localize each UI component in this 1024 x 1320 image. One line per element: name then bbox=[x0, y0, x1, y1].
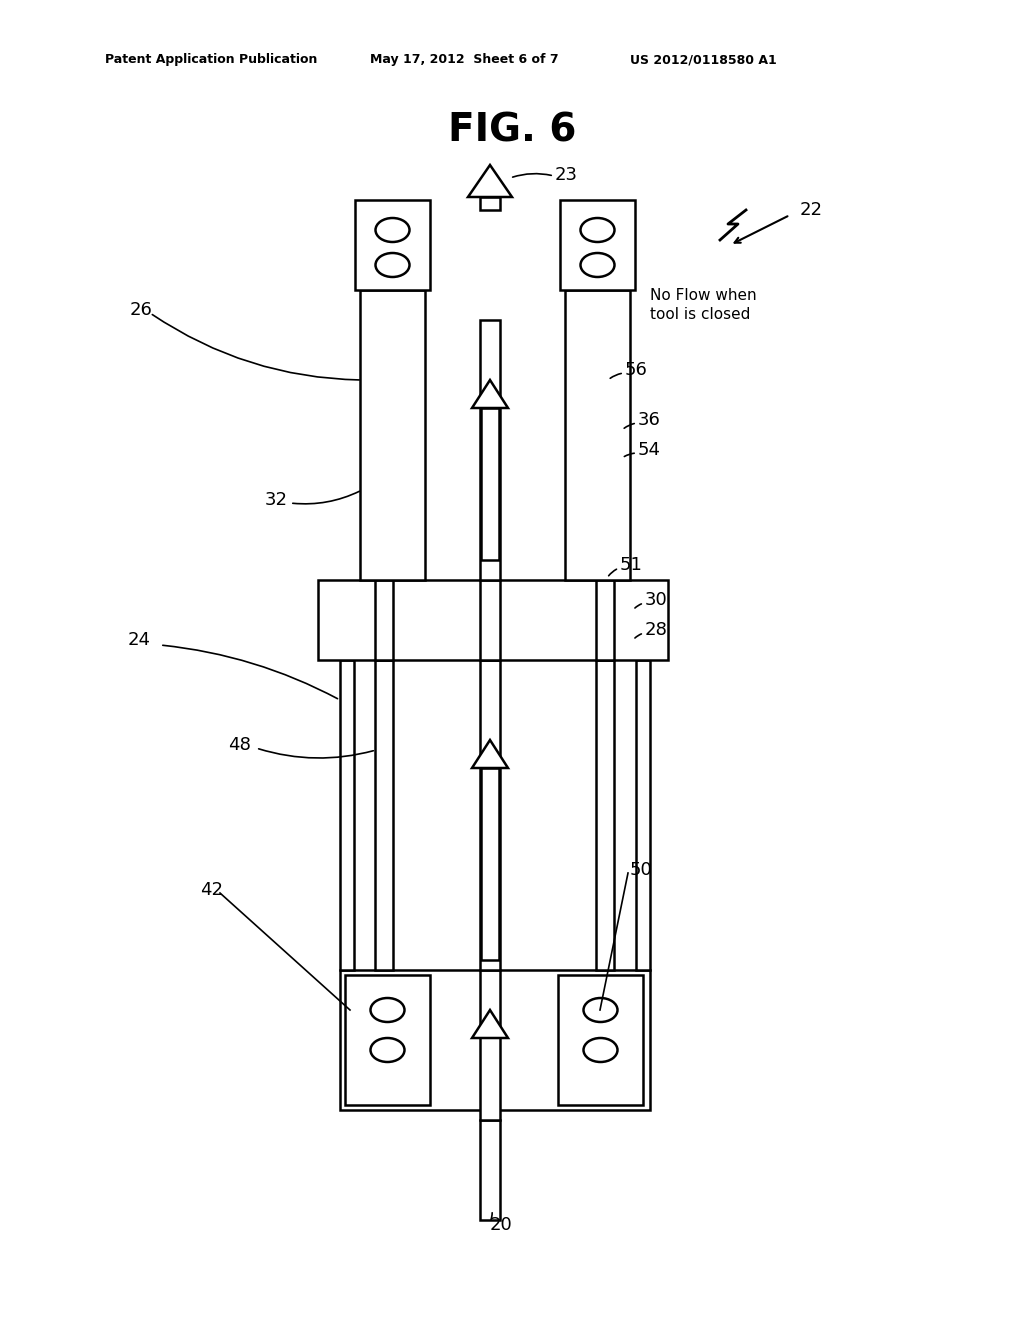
Text: 50: 50 bbox=[630, 861, 652, 879]
Bar bbox=[481, 1038, 499, 1110]
Ellipse shape bbox=[584, 1038, 617, 1063]
Text: 32: 32 bbox=[265, 491, 288, 510]
Bar bbox=[375, 660, 393, 970]
Bar bbox=[560, 201, 635, 290]
Ellipse shape bbox=[371, 1038, 404, 1063]
Bar bbox=[558, 975, 643, 1105]
Bar bbox=[480, 197, 500, 210]
Bar bbox=[565, 290, 630, 579]
Text: 28: 28 bbox=[645, 620, 668, 639]
Bar bbox=[340, 970, 650, 1110]
Ellipse shape bbox=[376, 218, 410, 242]
Polygon shape bbox=[472, 380, 508, 408]
Bar bbox=[480, 319, 500, 579]
Bar bbox=[636, 660, 650, 970]
Bar bbox=[480, 1119, 500, 1220]
Polygon shape bbox=[472, 1010, 508, 1038]
Text: 54: 54 bbox=[638, 441, 662, 459]
Bar bbox=[596, 660, 614, 970]
Text: 36: 36 bbox=[638, 411, 660, 429]
Ellipse shape bbox=[376, 253, 410, 277]
Bar bbox=[596, 579, 614, 660]
Bar bbox=[480, 660, 500, 970]
Bar bbox=[375, 579, 393, 660]
Text: 42: 42 bbox=[200, 880, 223, 899]
Text: 24: 24 bbox=[128, 631, 151, 649]
Bar bbox=[480, 579, 500, 660]
Bar bbox=[340, 660, 354, 970]
Ellipse shape bbox=[584, 998, 617, 1022]
Ellipse shape bbox=[371, 998, 404, 1022]
Bar bbox=[360, 290, 425, 579]
Text: US 2012/0118580 A1: US 2012/0118580 A1 bbox=[630, 54, 777, 66]
Text: Patent Application Publication: Patent Application Publication bbox=[105, 54, 317, 66]
Text: 48: 48 bbox=[228, 737, 251, 754]
Text: 30: 30 bbox=[645, 591, 668, 609]
Ellipse shape bbox=[581, 218, 614, 242]
Bar bbox=[480, 970, 500, 1119]
Text: 23: 23 bbox=[555, 166, 578, 183]
Text: 51: 51 bbox=[620, 556, 643, 574]
Text: 20: 20 bbox=[490, 1216, 513, 1234]
Text: May 17, 2012  Sheet 6 of 7: May 17, 2012 Sheet 6 of 7 bbox=[370, 54, 559, 66]
Bar bbox=[318, 579, 668, 660]
Bar bbox=[345, 975, 430, 1105]
Text: 22: 22 bbox=[800, 201, 823, 219]
Bar bbox=[355, 201, 430, 290]
Bar bbox=[481, 768, 499, 960]
Ellipse shape bbox=[581, 253, 614, 277]
Bar bbox=[481, 408, 499, 560]
Polygon shape bbox=[472, 741, 508, 768]
Text: 56: 56 bbox=[625, 360, 648, 379]
Text: 26: 26 bbox=[130, 301, 153, 319]
Polygon shape bbox=[468, 165, 512, 197]
Text: FIG. 6: FIG. 6 bbox=[447, 111, 577, 149]
Text: No Flow when
tool is closed: No Flow when tool is closed bbox=[650, 288, 757, 322]
